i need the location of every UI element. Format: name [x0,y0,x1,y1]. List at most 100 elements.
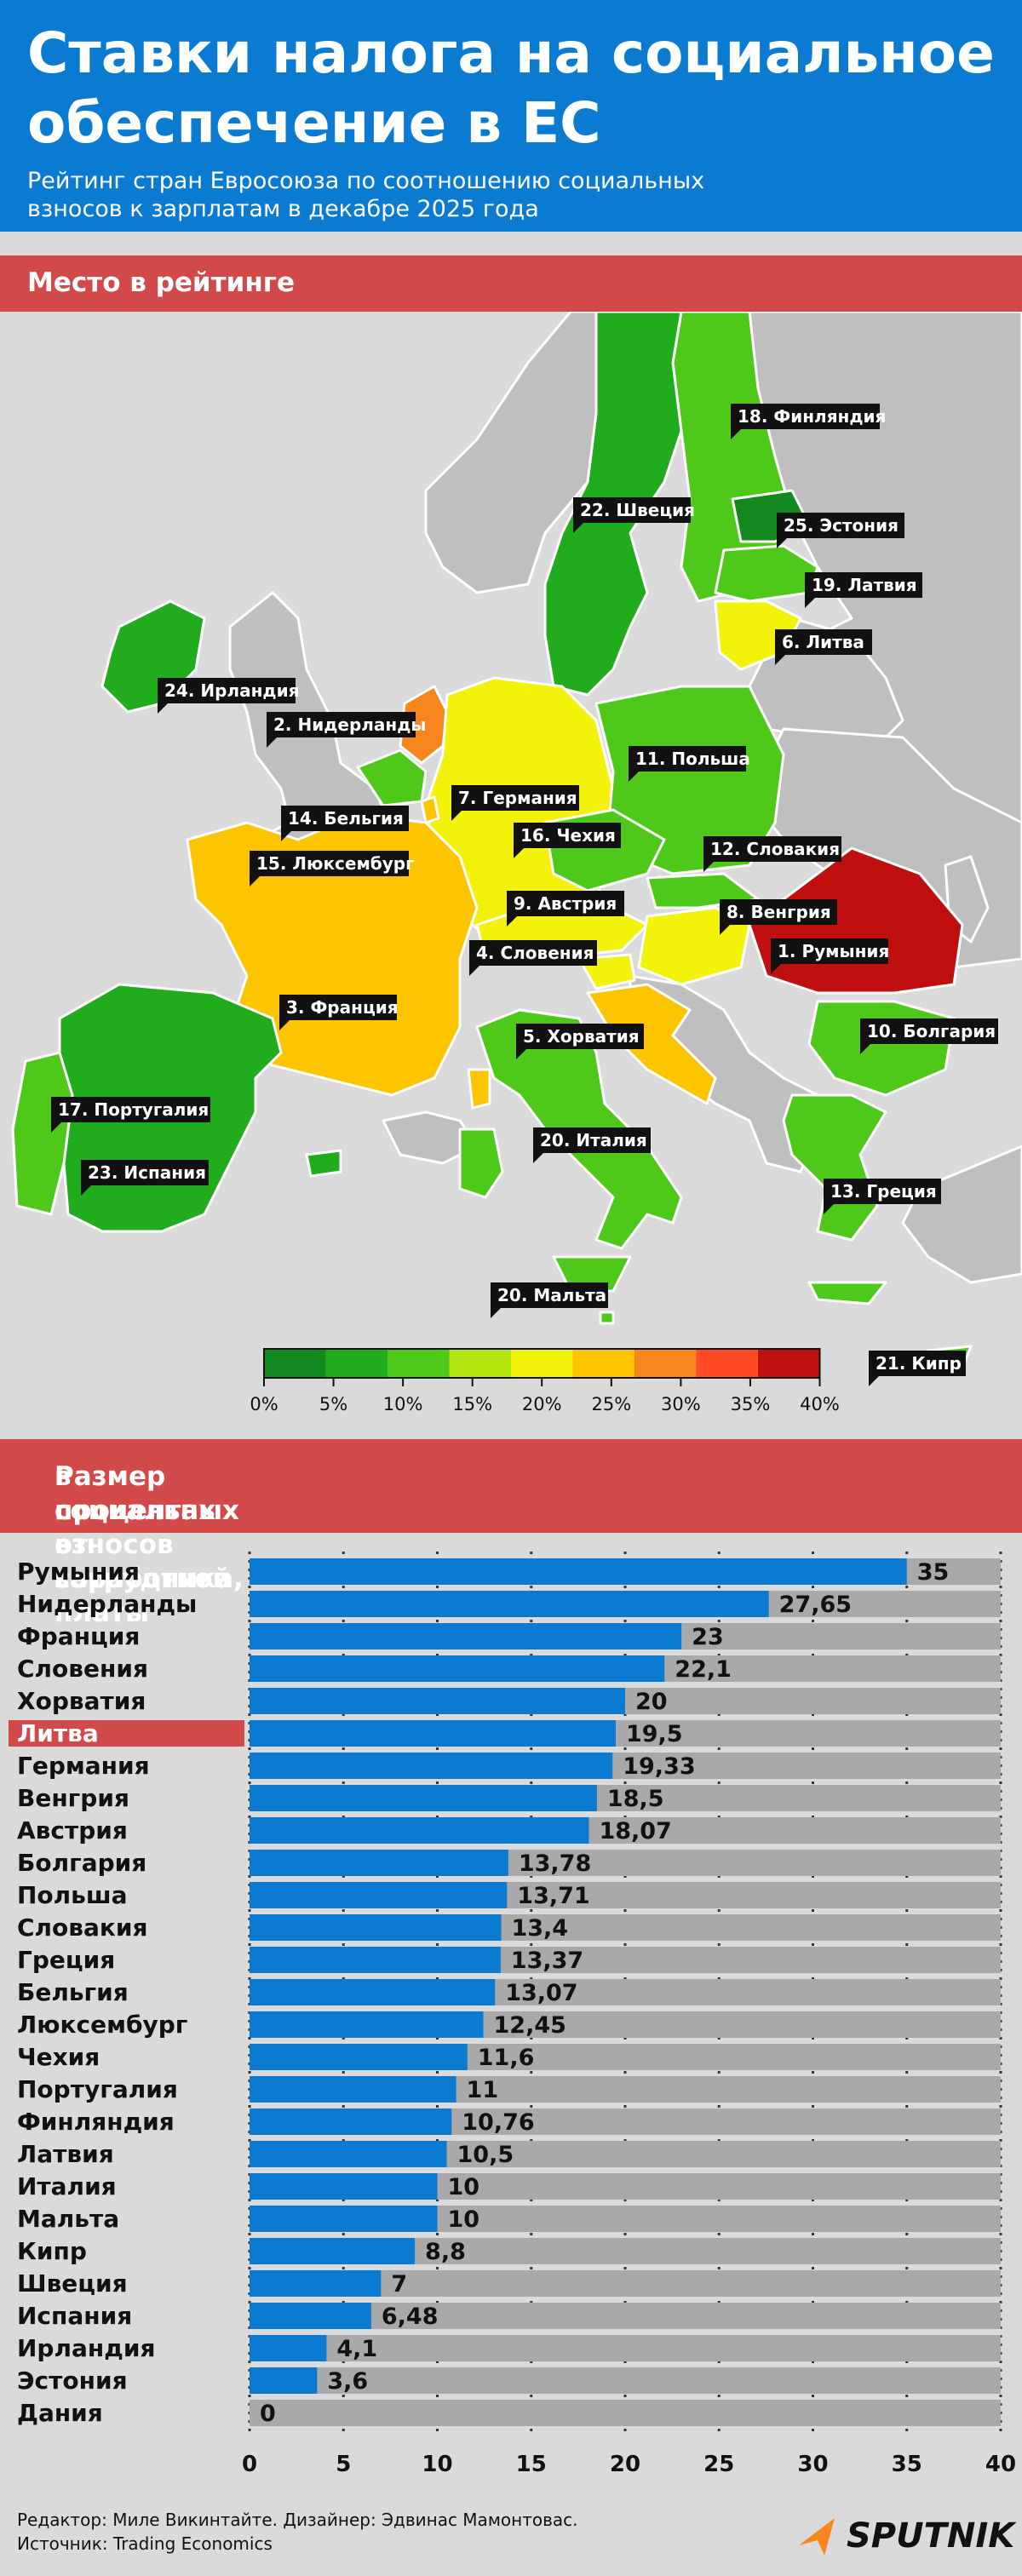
svg-text:5. Хорватия: 5. Хорватия [523,1026,640,1047]
value-label: 11,6 [478,2045,535,2071]
x-tick-label: 25 [703,2452,734,2477]
bar-row: Ирландия 4,1 [17,2334,1001,2362]
bar-row: Словения 22,1 [17,1655,1001,1683]
map-label: 2. Нидерланды [267,712,426,748]
value-label: 10 [448,2206,480,2233]
value-label: 0 [260,2401,276,2427]
bar-row: Греция 13,37 [17,1946,1001,1974]
value-label: 10 [448,2174,480,2200]
legend-swatch [325,1349,388,1378]
svg-text:23. Испания: 23. Испания [88,1162,206,1183]
value-label: 8,8 [425,2239,466,2265]
map-label: 3. Франция [279,995,399,1030]
map-label: 20. Мальта [491,1282,608,1318]
category-label: Нидерланды [17,1590,197,1618]
turkey-shape [901,1145,1022,1284]
bar [250,2367,318,2394]
x-tick-label: 40 [985,2452,1016,2477]
value-label: 13,37 [511,1948,583,1974]
bar-row: Литва 19,5 [9,1719,1001,1747]
bar-row: Хорватия 20 [17,1687,1001,1715]
legend-swatch [449,1349,511,1378]
svg-text:12. Словакия: 12. Словакия [710,839,840,859]
legend-tick-label: 35% [731,1394,771,1414]
svg-text:4. Словения: 4. Словения [476,943,594,963]
bar-row: Испания 6,48 [17,2302,1001,2330]
bar-row: Латвия 10,5 [17,2140,1001,2168]
category-label: Дания [17,2399,103,2427]
bar-row: Бельгия 13,07 [17,1978,1001,2006]
europe-map: 18. Финляндия 22. Швеция 25. Эстония 19. Ла… [0,312,1022,1439]
bar [250,2238,416,2264]
svg-text:6. Литва: 6. Литва [782,632,864,652]
legend-swatch [634,1349,697,1378]
value-label: 27,65 [779,1592,852,1618]
bar-row: Мальта 10 [17,2205,1001,2233]
category-label: Эстония [17,2367,128,2395]
map-label: 19. Латвия [805,572,922,608]
bar-row: Румыния 35 [17,1558,1001,1586]
bar-row: Нидерланды 27,65 [17,1590,1001,1618]
value-label: 18,5 [607,1786,664,1812]
bar [250,2044,468,2070]
value-label: 35 [917,1559,950,1586]
bar-track [250,2335,1001,2361]
svg-text:3. Франция: 3. Франция [286,997,399,1018]
bar [250,2206,438,2232]
map-label: 21. Кипр [869,1351,966,1386]
legend-swatch [696,1349,758,1378]
category-label: Люксембург [17,2011,187,2039]
bar [250,2303,371,2329]
legend-tick-label: 0% [250,1394,278,1414]
bar-row: Италия 10 [17,2172,1001,2200]
svg-text:17. Португалия: 17. Португалия [58,1099,209,1120]
crete-shape [807,1281,887,1305]
bar-row: Словакия 13,4 [17,1913,1001,1942]
category-label: Словения [17,1655,148,1683]
corsica-shape [467,1068,491,1110]
bar-track [250,2400,1001,2426]
map-label: 18. Финляндия [731,404,886,439]
map-label: 11. Польша [629,746,750,782]
value-label: 20 [635,1689,668,1715]
svg-text:2. Нидерланды: 2. Нидерланды [273,714,426,735]
svg-text:21. Кипр: 21. Кипр [876,1353,962,1374]
sputnik-arrow-icon [799,2518,835,2556]
bar-track [250,2367,1001,2394]
map-label: 12. Словакия [703,836,841,872]
legend-tick-label: 40% [800,1394,840,1414]
x-tick-label: 0 [242,2452,257,2477]
category-label: Финляндия [17,2108,175,2136]
svg-text:20. Италия: 20. Италия [540,1130,647,1150]
map-label: 17. Португалия [51,1097,210,1133]
category-label: Ирландия [17,2334,155,2362]
svg-text:8. Венгрия: 8. Венгрия [726,902,831,922]
map-label: 5. Хорватия [516,1024,644,1059]
bar [250,2108,452,2135]
map-legend: 0% 5% 10% 15% 20% 25% 30% 35% 40% [250,1348,840,1414]
value-label: 22,1 [675,1656,732,1683]
map-label: 24. Ирландия [158,678,299,714]
x-tick-label: 30 [797,2452,828,2477]
bar [250,1623,682,1649]
category-label: Польша [17,1881,128,1909]
category-label: Румыния [17,1558,140,1586]
bar [250,1688,625,1714]
bar [250,1947,501,1973]
category-label: Испания [17,2302,132,2330]
category-label: Франция [17,1622,140,1650]
bar-row: Швеция 7 [17,2269,1001,2298]
svg-text:1. Румыния: 1. Румыния [778,941,889,961]
value-label: 10,76 [462,2109,534,2136]
map-label: 14. Бельгия [281,806,409,841]
bar-row: Кипр 8,8 [17,2237,1001,2265]
bar-row: Чехия 11,6 [17,2043,1001,2071]
category-label: Швеция [17,2269,128,2298]
value-label: 11 [467,2077,499,2103]
svg-text:11. Польша: 11. Польша [635,749,750,769]
legend-tick-label: 25% [591,1394,631,1414]
legend-swatch [758,1349,820,1378]
map-label: 16. Чехия [514,823,621,858]
bar [250,1655,665,1682]
category-label: Бельгия [17,1978,129,2006]
